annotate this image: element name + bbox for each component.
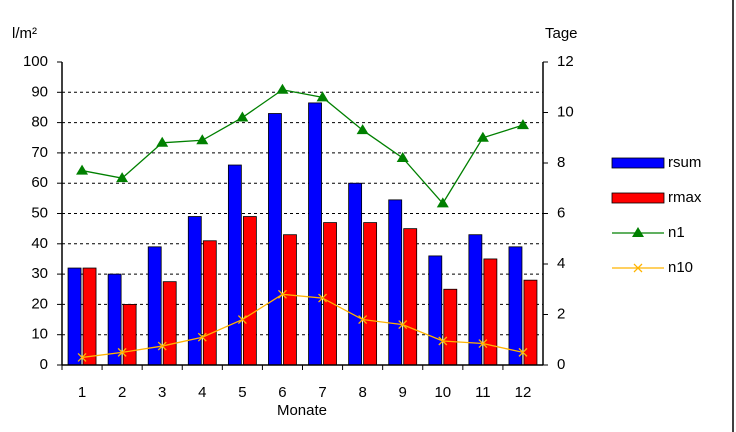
- bar: [67, 267, 82, 366]
- legend-marker: [632, 227, 644, 237]
- bar: [523, 279, 538, 366]
- y-tick-label: 40: [31, 235, 48, 252]
- marker: [518, 347, 528, 357]
- marker: [197, 332, 207, 342]
- y-tick-label: 100: [23, 53, 48, 70]
- marker: [478, 339, 488, 348]
- x-tick-label: 10: [434, 384, 451, 401]
- y-tick-label: 60: [31, 174, 48, 191]
- y-tick-label: 30: [31, 265, 48, 282]
- x-tick-label: 2: [118, 384, 126, 401]
- marker: [276, 83, 289, 94]
- x-tick-label: 1: [78, 384, 86, 401]
- marker: [156, 136, 169, 147]
- bar: [242, 216, 257, 366]
- y2-tick-label: 8: [557, 154, 565, 171]
- marker: [117, 347, 127, 357]
- x-axis-label: Monate: [277, 402, 327, 419]
- x-tick-label: 7: [318, 384, 326, 401]
- x-tick-label: 4: [198, 384, 206, 401]
- marker: [356, 124, 369, 135]
- line: [81, 293, 524, 359]
- marker: [398, 320, 408, 330]
- bar: [202, 240, 217, 366]
- bar: [508, 246, 523, 366]
- legend-label: rsum: [668, 154, 701, 171]
- x-tick-label: 9: [399, 384, 407, 401]
- y-tick-label: 0: [40, 356, 48, 373]
- bar: [162, 281, 177, 366]
- marker: [396, 151, 409, 162]
- y2-tick-label: 10: [557, 103, 574, 120]
- bar: [388, 199, 403, 366]
- bar: [187, 216, 202, 366]
- bar: [443, 288, 458, 366]
- marker: [76, 164, 89, 175]
- marker: [277, 289, 287, 299]
- marker: [196, 134, 209, 145]
- bar: [403, 228, 418, 366]
- y-tick-label: 90: [31, 83, 48, 100]
- y2-axis-label: Tage: [545, 25, 578, 42]
- x-tick-label: 3: [158, 384, 166, 401]
- bar: [308, 102, 322, 366]
- legend-swatch: [611, 192, 665, 204]
- y-tick-label: 50: [31, 204, 48, 221]
- marker: [316, 91, 329, 102]
- line: [81, 89, 524, 205]
- x-tick-label: 6: [278, 384, 286, 401]
- marker: [77, 352, 87, 362]
- marker: [516, 119, 529, 130]
- x-tick-label: 5: [238, 384, 246, 401]
- y2-tick-label: 4: [557, 255, 565, 272]
- legend-marker: [633, 263, 643, 273]
- x-tick-label: 11: [475, 384, 491, 401]
- y2-tick-label: 6: [557, 204, 565, 221]
- legend-label: n1: [668, 224, 685, 241]
- bar: [428, 255, 443, 366]
- bar: [363, 222, 378, 366]
- marker: [237, 315, 247, 325]
- marker: [236, 111, 249, 122]
- bar: [348, 182, 363, 366]
- y-tick-label: 80: [31, 114, 48, 131]
- marker: [157, 341, 167, 351]
- y-tick-label: 20: [31, 295, 48, 312]
- y-tick-label: 10: [31, 326, 48, 343]
- y-axis-label: l/m²: [12, 25, 37, 42]
- marker: [436, 197, 449, 208]
- x-tick-label: 12: [515, 384, 532, 401]
- x-tick-label: 8: [358, 384, 366, 401]
- marker: [318, 293, 328, 303]
- bar: [323, 222, 337, 366]
- bar: [227, 164, 242, 366]
- y2-tick-label: 12: [557, 53, 574, 70]
- legend-swatch: [611, 157, 665, 169]
- bar: [82, 267, 97, 366]
- legend-label: rmax: [668, 189, 702, 206]
- bar: [483, 258, 498, 366]
- y2-tick-label: 2: [557, 305, 565, 322]
- marker: [476, 131, 489, 142]
- legend-label: n10: [668, 259, 693, 276]
- marker: [438, 336, 448, 346]
- bar: [468, 234, 483, 366]
- marker: [116, 172, 129, 183]
- bar: [268, 113, 282, 366]
- marker: [358, 315, 368, 325]
- bar: [107, 273, 122, 366]
- y-tick-label: 70: [31, 144, 48, 161]
- y2-tick-label: 0: [557, 356, 565, 373]
- bar: [283, 234, 297, 366]
